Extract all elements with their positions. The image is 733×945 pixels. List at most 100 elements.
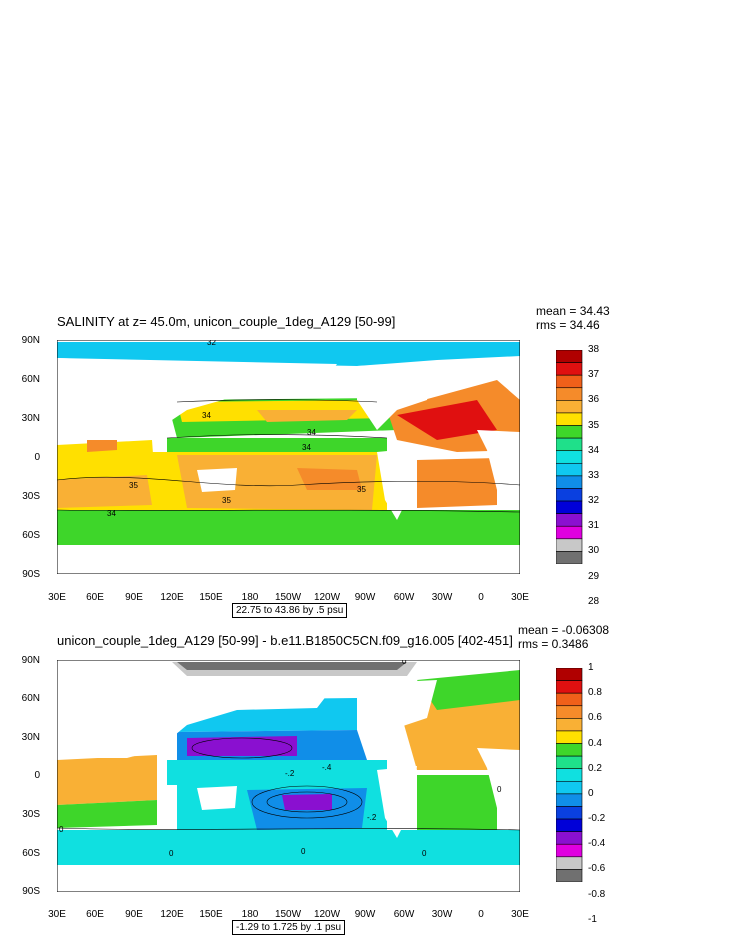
panel1-lon-label: 30W	[431, 592, 453, 603]
panel1-lon-label: 120W	[313, 592, 341, 603]
colorbar-swatch	[556, 500, 583, 514]
panel2-arctic-dark	[177, 662, 407, 670]
panel1-lon-label: 0	[478, 592, 484, 603]
colorbar-swatch	[556, 705, 583, 719]
panel1-rms: rms = 34.46	[536, 318, 600, 332]
panel1-lat-label: 30S	[22, 491, 40, 502]
panel2-contour-label: 0	[169, 849, 174, 858]
colorbar-swatch	[556, 680, 583, 694]
panel2-lat-label: 60N	[21, 693, 40, 704]
colorbar-label: 1	[588, 662, 594, 673]
panel1-lon-label: 180	[241, 592, 259, 603]
colorbar-label: 0.8	[588, 687, 602, 699]
panel2-land-australia	[197, 786, 237, 810]
colorbar-swatch	[556, 856, 583, 870]
panel2-lat-label: 30N	[21, 732, 40, 743]
panel1-contour-label: 34	[107, 509, 116, 518]
panel1-title: SALINITY at z= 45.0m, unicon_couple_1deg…	[57, 314, 396, 329]
colorbar-label: 0.4	[588, 737, 602, 749]
colorbar-label: -0.8	[588, 888, 606, 900]
colorbar-label: -0.6	[588, 863, 606, 875]
panel2-colorbar	[556, 668, 583, 882]
colorbar-label: 32	[588, 495, 600, 507]
panel1-lat-label: 30N	[21, 413, 40, 424]
panel2-southern-ocean	[57, 830, 520, 865]
panel1-lon-label: 120E	[160, 592, 184, 603]
panel1-land-africa	[477, 430, 520, 500]
colorbar-swatch	[556, 780, 583, 795]
colorbar-label: 31	[588, 520, 600, 532]
colorbar-label: 0.2	[588, 762, 602, 774]
panel1-arctic	[57, 342, 520, 366]
colorbar-label: -0.4	[588, 838, 606, 850]
panel2-contour-label: -.4	[322, 763, 332, 772]
colorbar-label: 0.6	[588, 712, 602, 724]
panel2-lon-label: 120W	[313, 909, 341, 920]
panel1-contour-label: 35	[222, 496, 231, 505]
colorbar-swatch	[556, 755, 583, 770]
panel1-southern-ocean-green	[57, 510, 520, 545]
panel2-land-south-america	[377, 766, 417, 838]
colorbar-label: 38	[588, 344, 600, 355]
panel1-north-atlantic-core	[397, 400, 497, 440]
colorbar-swatch	[556, 412, 583, 426]
panel1-land-asia	[57, 358, 337, 440]
panel2-lon-label: 90E	[125, 909, 143, 920]
panel1-contour-label: 34	[302, 443, 311, 452]
panel2-map: 0 -.2 -.2 0 0 0 0 0 -.4	[57, 660, 520, 892]
colorbar-label: 34	[588, 444, 600, 456]
panel2-lon-label: 150W	[274, 909, 302, 920]
panel2-contour-label: 0	[497, 785, 502, 794]
colorbar-swatch	[556, 818, 583, 832]
panel1-colorbar	[556, 350, 583, 564]
colorbar-label: 37	[588, 369, 600, 381]
colorbar-swatch	[556, 425, 583, 439]
colorbar-swatch	[556, 462, 583, 477]
colorbar-swatch	[556, 730, 583, 744]
colorbar-swatch	[556, 475, 583, 489]
colorbar-label: 29	[588, 570, 600, 582]
panel1-lat-label: 90N	[21, 335, 40, 346]
panel2-contour-info: -1.29 to 1.725 by .1 psu	[232, 920, 346, 935]
panel2-lon-label: 0	[478, 909, 484, 920]
panel2-land-asia	[57, 680, 337, 758]
panel1-map: 32 34 34 34 35 35 34 35	[57, 340, 520, 574]
colorbar-swatch	[556, 488, 583, 502]
panel1-south-atlantic	[417, 458, 497, 508]
panel1-contour-label: 32	[207, 340, 216, 347]
colorbar-swatch	[556, 387, 583, 401]
panel1-lon-label: 150W	[274, 592, 302, 603]
panel1-lon-label: 60E	[86, 592, 104, 603]
panel2-lat-label: 60S	[22, 848, 40, 859]
colorbar-swatch	[556, 768, 583, 782]
panel1-lon-label: 60W	[393, 592, 415, 603]
panel2-lat-label: 90S	[22, 886, 40, 897]
colorbar-label: 35	[588, 419, 600, 431]
colorbar-swatch	[556, 692, 583, 707]
colorbar-label: -1	[588, 913, 597, 925]
panel2-contour-label: 0	[301, 847, 306, 856]
colorbar-swatch	[556, 525, 583, 540]
panel2-lon-label: 90W	[354, 909, 376, 920]
panel2-land-africa	[477, 748, 520, 818]
panel1-lat-label: 0	[34, 452, 40, 463]
colorbar-label: -0.2	[588, 813, 606, 825]
colorbar-label: 0	[588, 787, 594, 799]
panel2-contour-label: -.2	[285, 769, 295, 778]
panel2-indian-green	[57, 800, 157, 828]
panel2-lon-label: 120E	[160, 909, 184, 920]
panel2-lat-label: 30S	[22, 809, 40, 820]
panel1-tropical-pacific-green	[167, 438, 387, 452]
panel2-land-antarctica	[57, 865, 520, 892]
panel2-lon-label: 30E	[511, 909, 529, 920]
panel1-lon-label: 30E	[48, 592, 66, 603]
panel2-title: unicon_couple_1deg_A129 [50-99] - b.e11.…	[57, 633, 513, 648]
colorbar-swatch	[556, 437, 583, 452]
panel2-rms: rms = 0.3486	[518, 637, 589, 651]
panel1-lon-label: 90W	[354, 592, 376, 603]
panel1-land-south-america	[377, 448, 417, 520]
panel1-lon-label: 30E	[511, 592, 529, 603]
panel2-lon-label: 150E	[199, 909, 223, 920]
panel1-lat-label: 60N	[21, 374, 40, 385]
colorbar-swatch	[556, 513, 583, 527]
